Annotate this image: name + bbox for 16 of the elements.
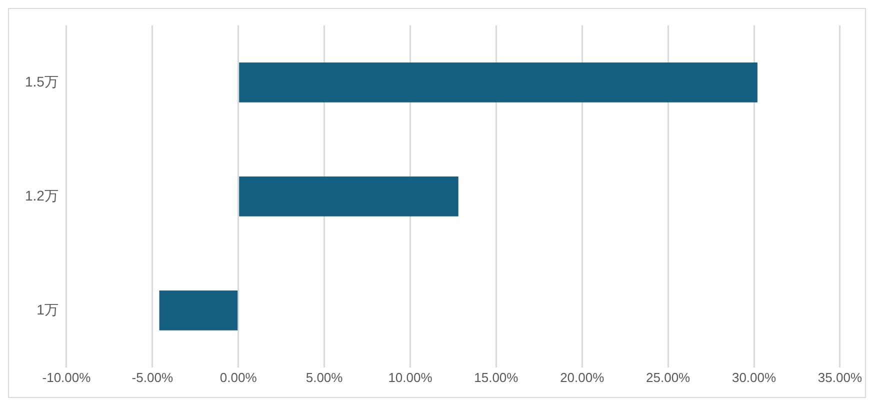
x-tick-label: 25.00% bbox=[646, 370, 691, 385]
x-tick-label: 20.00% bbox=[560, 370, 605, 385]
y-tick-label: 1.2万 bbox=[24, 187, 58, 204]
x-tick-label: 10.00% bbox=[388, 370, 433, 385]
x-tick-label: 30.00% bbox=[732, 370, 776, 385]
bar bbox=[159, 290, 238, 330]
x-tick-label: 5.00% bbox=[306, 370, 344, 385]
x-tick-label: -5.00% bbox=[132, 370, 174, 385]
x-tick-label: -10.00% bbox=[42, 370, 92, 385]
bar bbox=[239, 62, 758, 102]
bar bbox=[239, 176, 458, 216]
y-tick-label: 1.5万 bbox=[24, 73, 58, 90]
x-tick-label: 15.00% bbox=[474, 370, 519, 385]
x-tick-label: 35.00% bbox=[818, 370, 862, 385]
y-tick-label: 1万 bbox=[36, 301, 58, 318]
x-tick-label: 0.00% bbox=[220, 370, 258, 385]
